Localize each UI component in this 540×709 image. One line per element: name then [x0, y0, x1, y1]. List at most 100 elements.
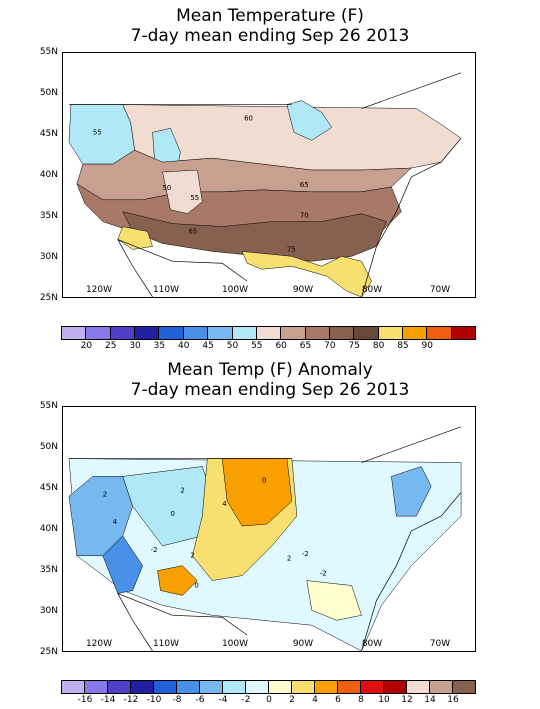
canada-border [68, 426, 462, 463]
colorbar-swatch [377, 326, 404, 340]
colorbar-label: -16 [77, 695, 93, 705]
panel2-lat-label: 30N [39, 606, 58, 616]
colorbar-swatch [353, 326, 379, 340]
colorbar-label: 8 [358, 695, 364, 705]
baja-coast [117, 239, 153, 297]
colorbar-swatch [280, 326, 306, 340]
panel2-map-svg: 2 4 2 0 -2 0 2 0 -2 2 4 -2 [68, 426, 462, 651]
panel1-contour-label: 55 [190, 194, 199, 202]
colorbar-label: 2 [289, 695, 295, 705]
colorbar-swatch [207, 326, 233, 340]
panel1-contour-label: 50 [163, 184, 172, 192]
colorbar-swatch [383, 680, 407, 694]
region-four-corners-warm [157, 565, 198, 596]
panel1-lat-label: 30N [39, 252, 58, 262]
panel1-lat-label: 50N [39, 88, 58, 98]
colorbar-swatch [314, 680, 338, 694]
colorbar-label: 12 [401, 695, 413, 705]
colorbar-swatch [406, 680, 430, 694]
panel1-title-line1: Mean Temperature (F) [176, 6, 364, 26]
colorbar-swatch [452, 680, 476, 694]
colorbar-label: 85 [397, 341, 409, 351]
panel2-contour-label: 4 [113, 518, 118, 526]
colorbar-label: -10 [146, 695, 162, 705]
panel2-title-line1: Mean Temp (F) Anomaly [167, 360, 373, 380]
colorbar-label: 55 [251, 341, 263, 351]
panel1-lat-label: 55N [39, 47, 58, 57]
colorbar-swatch [337, 680, 361, 694]
region-southwest-warm [117, 226, 153, 250]
colorbar-swatch [245, 680, 269, 694]
panel2-lat-label: 45N [39, 483, 58, 493]
panel1-map: 55 60 50 55 65 70 65 75 [62, 52, 476, 298]
colorbar-label: 75 [348, 341, 360, 351]
panel2-lat-label: 40N [39, 524, 58, 534]
colorbar-label: 25 [104, 341, 117, 351]
region-gulf-warm [241, 251, 372, 297]
panel1-lat-label: 35N [39, 211, 58, 221]
colorbar-swatch [134, 326, 160, 340]
panel1-title-line2: 7-day mean ending Sep 26 2013 [130, 26, 410, 46]
panel2-contour-label: 4 [222, 500, 227, 508]
panel1-contour-label: 55 [93, 128, 102, 136]
colorbar-swatch [291, 680, 315, 694]
panel2-lat-label: 55N [39, 401, 58, 411]
panel1-contour-label: 65 [188, 228, 197, 236]
panel2-contour-label: 2 [180, 486, 184, 494]
colorbar-label: -8 [172, 695, 182, 705]
panel1-lon-label: 80W [361, 285, 383, 295]
panel2-map: 2 4 2 0 -2 0 2 0 -2 2 4 -2 [62, 406, 476, 652]
colorbar-swatch [304, 326, 330, 340]
panel2-lat-label: 25N [39, 647, 58, 657]
panel2-lat-label: 35N [39, 565, 58, 575]
region-west-cool [68, 476, 133, 557]
colorbar-swatch [360, 680, 384, 694]
panel2-lon-label: 120W [85, 639, 113, 649]
colorbar-label: 6 [335, 695, 341, 705]
panel2-colorbar [61, 680, 476, 694]
panel1-lon-label: 90W [292, 285, 314, 295]
colorbar-swatch [450, 326, 477, 340]
panel1-contour-label: 65 [300, 181, 309, 189]
panel2-contour-label: 0 [170, 510, 174, 518]
panel2-contour-label: 2 [190, 552, 194, 560]
panel1-map-svg: 55 60 50 55 65 70 65 75 [68, 72, 462, 297]
panel2-lon-label: 80W [361, 639, 383, 649]
panel1-lon-label: 100W [221, 285, 249, 295]
panel2-title-line2: 7-day mean ending Sep 26 2013 [130, 380, 410, 400]
colorbar-label: 65 [299, 341, 312, 351]
panel1-contour-label: 60 [244, 114, 253, 122]
region-north-lake-cool [286, 100, 333, 141]
colorbar-label: 35 [153, 341, 166, 351]
region-southeast-warm [306, 580, 362, 621]
colorbar-label: -4 [218, 695, 228, 705]
colorbar-swatch [61, 326, 87, 340]
panel2-lon-label: 100W [221, 639, 249, 649]
colorbar-swatch [130, 680, 154, 694]
panel1-colorbar [61, 326, 477, 340]
colorbar-label: 4 [312, 695, 318, 705]
colorbar-swatch [402, 326, 428, 340]
atlantic-coast [361, 138, 462, 297]
colorbar-label: 30 [129, 341, 141, 351]
panel2-lat-label: 50N [39, 442, 58, 452]
colorbar-label: 10 [378, 695, 390, 705]
colorbar-swatch [231, 326, 257, 340]
canada-border [68, 72, 462, 109]
colorbar-swatch [199, 680, 223, 694]
colorbar-swatch [153, 680, 177, 694]
colorbar-swatch [255, 326, 282, 340]
panel1-colorbar-labels: 20 25 30 35 40 45 50 55 60 65 70 75 80 85 90 [62, 341, 476, 353]
panel2-colorbar-labels: -16 -14 -12 -10 -8 -6 -4 -2 0 2 4 6 8 10 12 14 16 [62, 695, 476, 707]
colorbar-label: -6 [195, 695, 205, 705]
baja-coast [117, 593, 153, 651]
panel1-lat-label: 40N [39, 170, 58, 180]
panel2-contour-label: -2 [320, 570, 327, 578]
region-great-basin-tan [162, 169, 203, 214]
panel1-contour-label: 70 [300, 212, 309, 220]
mexico-border [117, 593, 248, 636]
colorbar-swatch [158, 326, 184, 340]
colorbar-label: -2 [241, 695, 251, 705]
atlantic-coast [361, 492, 462, 651]
panel2-contour-label: 0 [262, 476, 266, 484]
